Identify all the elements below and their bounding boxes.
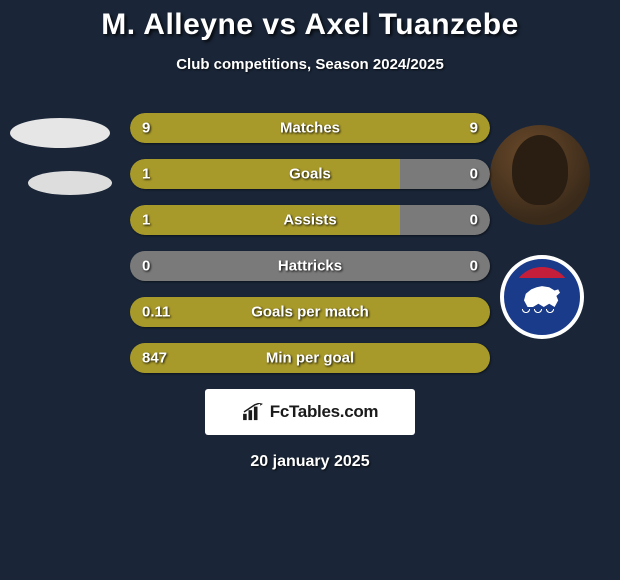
club-crest-right [500,255,584,339]
stat-label: Matches [280,120,340,137]
stat-value-right: 9 [470,120,478,137]
fctables-logo: FcTables.com [205,389,415,435]
stat-value-left: 1 [142,166,150,183]
stat-value-left: 847 [142,350,167,367]
player-right-avatar [490,125,590,225]
chart-icon [242,403,264,421]
bar-left-segment [130,159,400,189]
date-label: 20 january 2025 [0,453,620,471]
player-left-avatar-placeholder-1 [10,118,110,148]
stat-row: 1 0 Assists [130,205,490,235]
stat-label: Min per goal [266,350,354,367]
stat-row: 0 0 Hattricks [130,251,490,281]
stat-row: 9 9 Matches [130,113,490,143]
stat-label: Assists [283,212,336,229]
stat-value-right: 0 [470,166,478,183]
stat-row: 847 Min per goal [130,343,490,373]
bar-left-segment [130,205,400,235]
stat-row: 0.11 Goals per match [130,297,490,327]
stats-area: 9 9 Matches 1 0 Goals 1 0 Assists 0 0 Hattricks 0.11… [0,113,620,471]
stat-label: Goals per match [251,304,369,321]
horse-icon [524,285,560,307]
stat-value-left: 0.11 [142,304,170,321]
stat-label: Hattricks [278,258,342,275]
waves-icon [522,309,562,317]
page-title: M. Alleyne vs Axel Tuanzebe [0,8,620,42]
stat-value-left: 0 [142,258,150,275]
stat-value-right: 0 [470,258,478,275]
subtitle: Club competitions, Season 2024/2025 [0,56,620,73]
stat-value-right: 0 [470,212,478,229]
stat-value-left: 1 [142,212,150,229]
stat-label: Goals [289,166,331,183]
crest-inner [512,267,572,327]
player-left-avatar-placeholder-2 [28,171,112,195]
logo-text: FcTables.com [270,402,379,422]
comparison-card: M. Alleyne vs Axel Tuanzebe Club competi… [0,0,620,471]
stat-value-left: 9 [142,120,150,137]
stat-bars: 9 9 Matches 1 0 Goals 1 0 Assists 0 0 Hattricks 0.11… [130,113,490,373]
stat-row: 1 0 Goals [130,159,490,189]
